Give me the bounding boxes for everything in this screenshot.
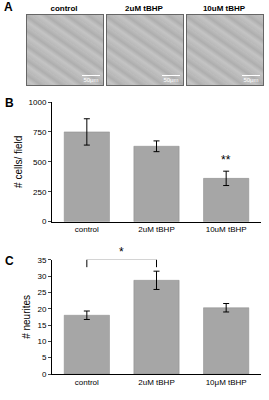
html-text:50μm: 50μm [83,77,99,83]
svg-text:# neurites: # neurites [21,295,32,339]
svg-text:10uM tBHP: 10uM tBHP [206,225,247,234]
svg-text:10μM tBHP: 10μM tBHP [206,378,247,387]
svg-text:*: * [119,245,124,259]
html-text:2uM tBHP: 2uM tBHP [125,4,163,13]
svg-text:control: control [75,378,99,387]
svg-text:0: 0 [42,217,47,226]
html-text:control: control [50,4,78,13]
html-text:10uM tBHP: 10uM tBHP [202,4,246,13]
svg-text:250: 250 [33,188,47,197]
svg-text:# cells/ field: # cells/ field [13,136,24,188]
svg-text:35: 35 [37,256,46,265]
svg-text:2uM tBHP: 2uM tBHP [138,225,174,234]
svg-text:30: 30 [37,272,46,281]
svg-text:control: control [75,225,99,234]
html-text:50μm: 50μm [163,77,179,83]
html-text:A: A [4,0,13,14]
svg-text:750: 750 [33,128,47,137]
svg-text:15: 15 [37,321,46,330]
html-text:50μm: 50μm [243,77,259,83]
svg-text:2uM tBHP: 2uM tBHP [138,378,174,387]
svg-text:25: 25 [37,288,46,297]
svg-text:**: ** [221,153,231,167]
svg-text:20: 20 [37,305,46,314]
svg-text:5: 5 [42,353,47,362]
svg-text:C: C [5,254,14,268]
svg-text:10: 10 [37,337,46,346]
svg-text:1000: 1000 [29,98,47,107]
svg-text:500: 500 [33,158,47,167]
svg-text:B: B [5,96,14,110]
svg-text:0: 0 [42,370,47,379]
